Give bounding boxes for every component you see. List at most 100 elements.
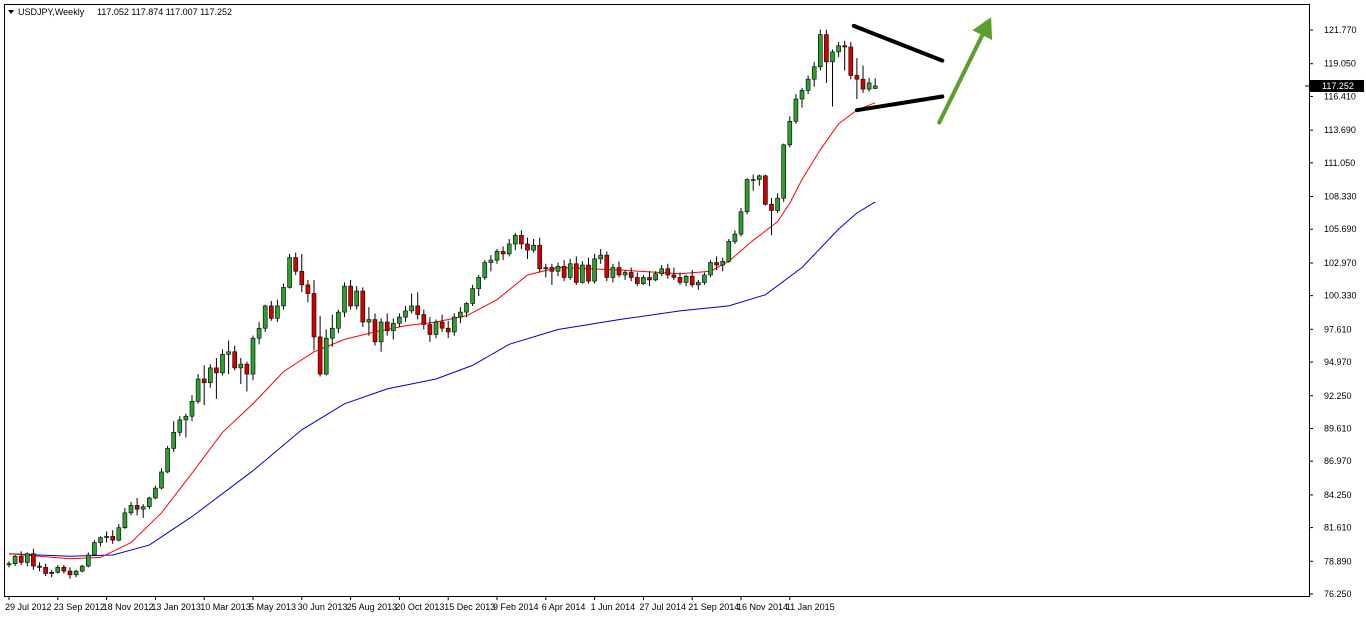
candle	[116, 523, 122, 542]
candle-body	[720, 261, 726, 266]
candle-body	[134, 505, 140, 510]
candle	[336, 309, 341, 334]
candle	[817, 29, 823, 71]
candle-body	[531, 244, 536, 251]
candle	[275, 299, 280, 323]
candle-body	[598, 254, 604, 260]
candle-body	[445, 327, 451, 333]
candle-body	[208, 367, 213, 384]
candle-body	[689, 275, 695, 286]
candle	[147, 496, 152, 510]
x-tick-label: 13 Jan 2013	[151, 602, 201, 612]
candle	[378, 318, 384, 352]
candle-body	[811, 66, 817, 80]
candle	[763, 174, 768, 206]
candle-body	[439, 321, 445, 329]
triangle-lower-trendline	[854, 94, 945, 113]
candle-body	[177, 419, 183, 433]
candle	[244, 361, 250, 392]
ohlc-label: 117.052 117.874 117.007 117.252	[97, 7, 232, 17]
candle	[61, 564, 67, 574]
candle	[165, 445, 170, 474]
candle-body	[6, 563, 12, 566]
candle	[317, 315, 323, 377]
candle-body	[433, 321, 439, 335]
candle	[433, 319, 439, 339]
candle-body	[67, 570, 73, 576]
candle-body	[372, 319, 378, 343]
candle	[634, 272, 640, 287]
candle	[427, 317, 433, 342]
candle	[531, 239, 536, 253]
y-tick-label: 113.690	[1324, 125, 1356, 135]
y-tick-label: 121.770	[1324, 25, 1357, 35]
candle-body	[287, 257, 292, 288]
candle	[482, 260, 488, 280]
candle	[366, 307, 372, 336]
candle	[756, 174, 762, 186]
candle	[842, 40, 848, 71]
candle	[848, 42, 854, 80]
candle-body	[171, 432, 176, 449]
candle	[140, 504, 146, 518]
candle	[720, 257, 726, 272]
candle-body	[18, 555, 24, 563]
candle-body	[781, 144, 787, 199]
candle	[781, 143, 787, 202]
y-tick-label: 111.050	[1324, 158, 1355, 168]
x-tick-label: 9 Feb 2014	[493, 602, 539, 612]
candle-body	[153, 487, 158, 499]
candle	[543, 263, 549, 278]
candle-body	[232, 351, 237, 369]
y-tick-label: 119.050	[1324, 59, 1356, 69]
candle	[110, 530, 115, 544]
candle-body	[580, 264, 585, 283]
candle	[549, 263, 555, 285]
candle	[49, 569, 55, 578]
candle	[397, 313, 402, 327]
candle	[6, 561, 12, 568]
candle-body	[305, 284, 311, 294]
candle	[628, 267, 634, 282]
y-tick-label: 108.330	[1324, 192, 1357, 202]
candle-body	[61, 567, 67, 572]
candle-body	[220, 353, 225, 374]
candle	[201, 365, 207, 406]
candle	[592, 253, 597, 284]
y-tick-label: 76.250	[1324, 589, 1352, 599]
candle-body	[73, 570, 79, 576]
candle	[598, 248, 604, 264]
candle-body	[214, 367, 219, 374]
candle-body	[769, 204, 774, 211]
candle	[250, 335, 256, 381]
candle	[12, 554, 18, 567]
candle-body	[695, 282, 701, 286]
candle	[512, 232, 518, 251]
candle	[659, 265, 665, 277]
candle-body	[342, 285, 347, 313]
candle	[872, 78, 878, 90]
candle	[561, 260, 567, 282]
candle	[610, 263, 616, 283]
candle-body	[872, 85, 878, 89]
candle-body	[793, 98, 799, 122]
x-tick-label: 30 Jun 2013	[298, 602, 348, 612]
candle	[494, 248, 500, 264]
candle	[128, 501, 134, 516]
current-price-badge	[1310, 79, 1364, 92]
candle-body	[195, 378, 201, 402]
candle-body	[384, 321, 390, 332]
candle	[708, 260, 713, 278]
candle-body	[256, 327, 262, 339]
candle-body	[677, 277, 683, 283]
candle	[415, 292, 421, 320]
y-tick-label: 97.610	[1324, 324, 1352, 334]
candle	[153, 485, 158, 500]
candle-body	[390, 322, 396, 332]
candle-body	[409, 305, 414, 312]
chart-menu-triangle-icon[interactable]	[8, 10, 14, 14]
chart-header: USDJPY,Weekly 117.052 117.874 117.007 11…	[8, 7, 232, 17]
candle-body	[24, 553, 30, 563]
